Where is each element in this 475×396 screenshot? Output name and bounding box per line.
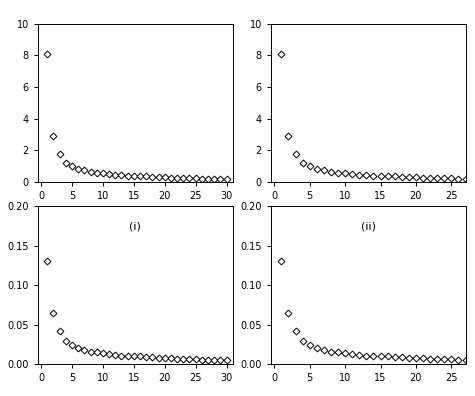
Text: (ii): (ii) <box>361 222 376 232</box>
Text: (i): (i) <box>129 222 142 232</box>
